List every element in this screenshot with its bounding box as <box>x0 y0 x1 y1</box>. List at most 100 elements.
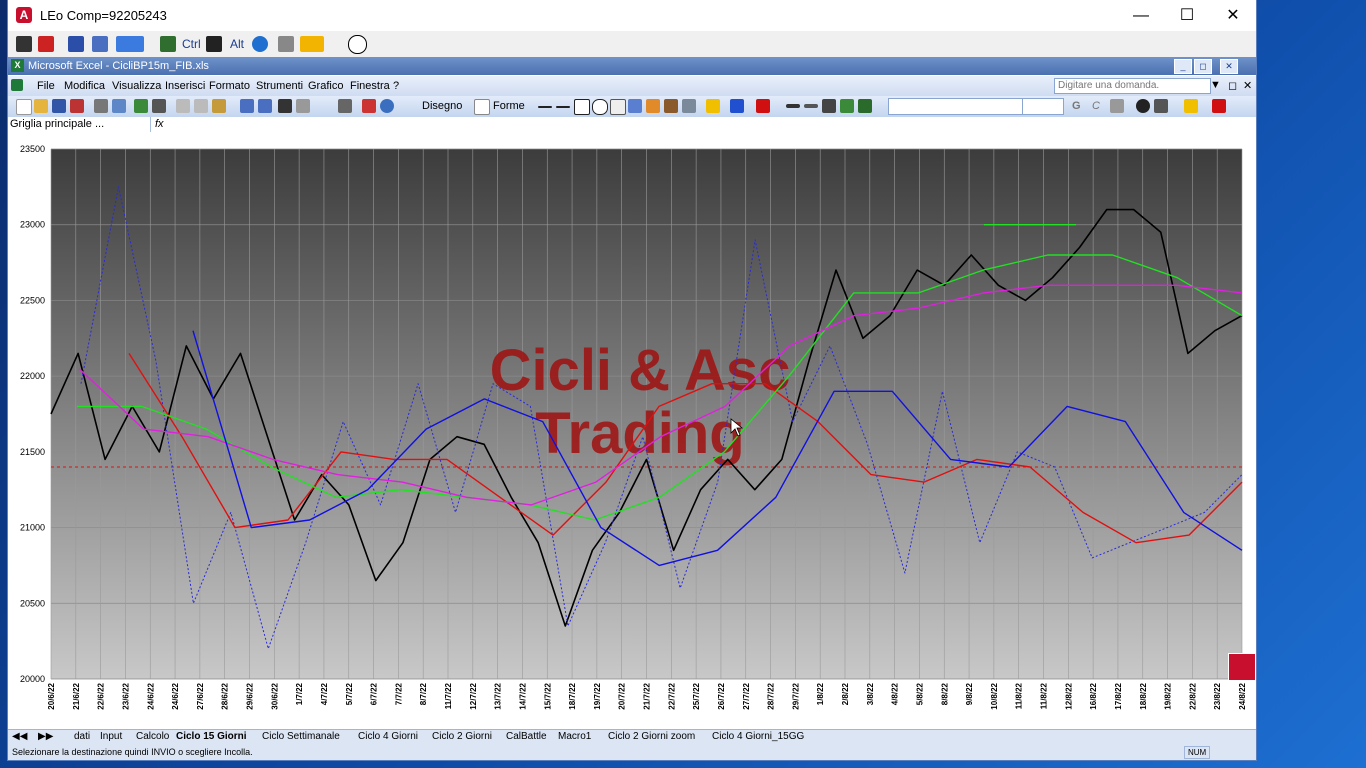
picture-icon[interactable] <box>682 99 696 113</box>
menu-inserisci[interactable]: Inserisci <box>165 80 206 92</box>
menu-help[interactable]: ? <box>393 80 400 92</box>
save-icon[interactable] <box>52 99 66 113</box>
window-close-icon[interactable]: ✕ <box>1243 80 1253 92</box>
tab-scroll-first-icon[interactable]: ◀◀ <box>12 731 28 742</box>
line-style-icon[interactable] <box>786 104 800 108</box>
text-color-icon[interactable] <box>1212 99 1226 113</box>
tools-icon[interactable] <box>38 36 54 52</box>
sheet-tab[interactable]: Calcolo <box>136 731 170 742</box>
print-icon[interactable] <box>94 99 108 113</box>
sheet-tab[interactable]: dati <box>74 731 91 742</box>
film-icon[interactable] <box>206 36 222 52</box>
excel-restore-button[interactable]: ◻ <box>1194 59 1212 74</box>
lightning-dropdown-icon[interactable] <box>300 36 324 52</box>
autoshapes-button[interactable]: Forme <box>493 100 525 112</box>
sheet-tab[interactable]: Ciclo 2 Giorni zoom <box>608 731 696 742</box>
paste-icon[interactable] <box>212 99 226 113</box>
dash-style-icon[interactable] <box>804 104 818 108</box>
close-button[interactable]: ✕ <box>1226 7 1240 24</box>
sort-icon[interactable] <box>338 99 352 113</box>
power-icon[interactable] <box>348 35 367 54</box>
print-preview-icon[interactable] <box>112 99 126 113</box>
research-icon[interactable] <box>152 99 166 113</box>
cut-icon[interactable] <box>176 99 190 113</box>
sheet-tab[interactable]: Input <box>100 731 123 742</box>
menu-file[interactable]: File <box>37 80 55 92</box>
menu-finestra[interactable]: Finestra <box>350 80 390 92</box>
font-size-select[interactable] <box>1022 98 1064 115</box>
function-icon[interactable]: fx <box>155 118 164 130</box>
brush-icon[interactable] <box>278 36 294 52</box>
oval-icon[interactable] <box>592 99 608 115</box>
textbox-icon[interactable] <box>610 99 626 115</box>
font-color-icon[interactable] <box>756 99 770 113</box>
maximize-button[interactable]: ☐ <box>1179 7 1195 24</box>
open-icon[interactable] <box>34 99 48 113</box>
line-icon[interactable] <box>538 106 552 108</box>
rectangle-icon[interactable] <box>574 99 590 115</box>
shadow-icon[interactable] <box>840 99 854 113</box>
italic-button[interactable]: C <box>1092 100 1100 112</box>
3d-icon[interactable] <box>858 99 872 113</box>
x-tick-label: 29/6/22 <box>246 682 255 709</box>
undo-icon[interactable] <box>240 99 254 113</box>
new-icon[interactable] <box>16 99 32 115</box>
arrow-style-icon[interactable] <box>822 99 836 113</box>
window-restore-icon[interactable]: ◻ <box>1228 80 1238 92</box>
alt-button[interactable]: Alt <box>230 37 245 51</box>
chart-area[interactable]: 20000 20500 21000 21500 22000 22500 23000 23500… <box>8 133 1256 729</box>
clipart-icon[interactable] <box>664 99 678 113</box>
font-name-select[interactable] <box>888 98 1030 115</box>
menu-grafico[interactable]: Grafico <box>308 80 344 92</box>
name-box[interactable]: Griglia principale ... <box>8 117 151 132</box>
currency-icon[interactable] <box>1136 99 1150 113</box>
monitor-dropdown-icon[interactable] <box>116 36 144 52</box>
ask-question-input[interactable]: Digitare una domanda. <box>1054 78 1211 94</box>
crosshair-icon[interactable] <box>160 36 176 52</box>
menu-strumenti[interactable]: Strumenti <box>256 80 304 92</box>
arrow-icon[interactable] <box>556 106 570 108</box>
ask-dropdown-icon[interactable]: ▼ <box>1210 79 1221 91</box>
sheet-tab[interactable]: Ciclo 4 Giorni_15GG <box>712 731 805 742</box>
sheet-icon[interactable] <box>68 36 84 52</box>
diagram-icon[interactable] <box>646 99 660 113</box>
sheet-tab[interactable]: Ciclo Settimanale <box>262 731 340 742</box>
refresh-icon[interactable] <box>252 36 268 52</box>
menu-modifica[interactable]: Modifica <box>64 80 105 92</box>
align-icon[interactable] <box>1110 99 1124 113</box>
ctrl-button[interactable]: Ctrl <box>182 37 201 51</box>
x-tick-label: 24/6/22 <box>171 682 180 709</box>
status-message: Selezionare la destinazione quindi INVIO… <box>12 747 253 757</box>
permission-icon[interactable] <box>70 99 84 113</box>
hyperlink-icon[interactable] <box>278 99 292 113</box>
help-icon[interactable] <box>380 99 394 113</box>
chart-wizard-icon[interactable] <box>362 99 376 113</box>
sheet-tab[interactable]: Ciclo 2 Giorni <box>432 731 493 742</box>
line-color-icon[interactable] <box>730 99 744 113</box>
redo-icon[interactable] <box>258 99 272 113</box>
sheet-tab[interactable]: Ciclo 15 Giorni <box>176 731 247 742</box>
excel-minimize-button[interactable]: _ <box>1174 59 1192 74</box>
wrench-icon[interactable] <box>16 36 32 52</box>
autosum-icon[interactable] <box>296 99 310 113</box>
series-line-blue <box>192 330 1243 567</box>
fill-color-icon[interactable] <box>706 99 720 113</box>
borders-icon[interactable] <box>1154 99 1168 113</box>
sheet-tab[interactable]: Ciclo 4 Giorni <box>358 731 419 742</box>
excel-close-button[interactable]: ✕ <box>1220 59 1238 74</box>
bold-button[interactable]: G <box>1072 100 1081 112</box>
spelling-icon[interactable] <box>134 99 148 113</box>
sheet-tab[interactable]: CalBattle <box>506 731 547 742</box>
cell-fill-icon[interactable] <box>1184 99 1198 113</box>
price-chart[interactable]: 20000 20500 21000 21500 22000 22500 23000 23500… <box>8 133 1256 729</box>
tab-scroll-next-icon[interactable]: ▶▶ <box>38 731 54 742</box>
copy-icon[interactable] <box>194 99 208 113</box>
select-objects-icon[interactable] <box>474 99 490 115</box>
minimize-button[interactable]: — <box>1133 7 1149 24</box>
draw-menu-button[interactable]: Disegno <box>422 100 463 112</box>
menu-visualizza[interactable]: Visualizza <box>112 80 162 92</box>
wordart-icon[interactable] <box>628 99 642 113</box>
speaker-icon[interactable] <box>92 36 108 52</box>
menu-formato[interactable]: Formato <box>209 80 250 92</box>
sheet-tab[interactable]: Macro1 <box>558 731 592 742</box>
